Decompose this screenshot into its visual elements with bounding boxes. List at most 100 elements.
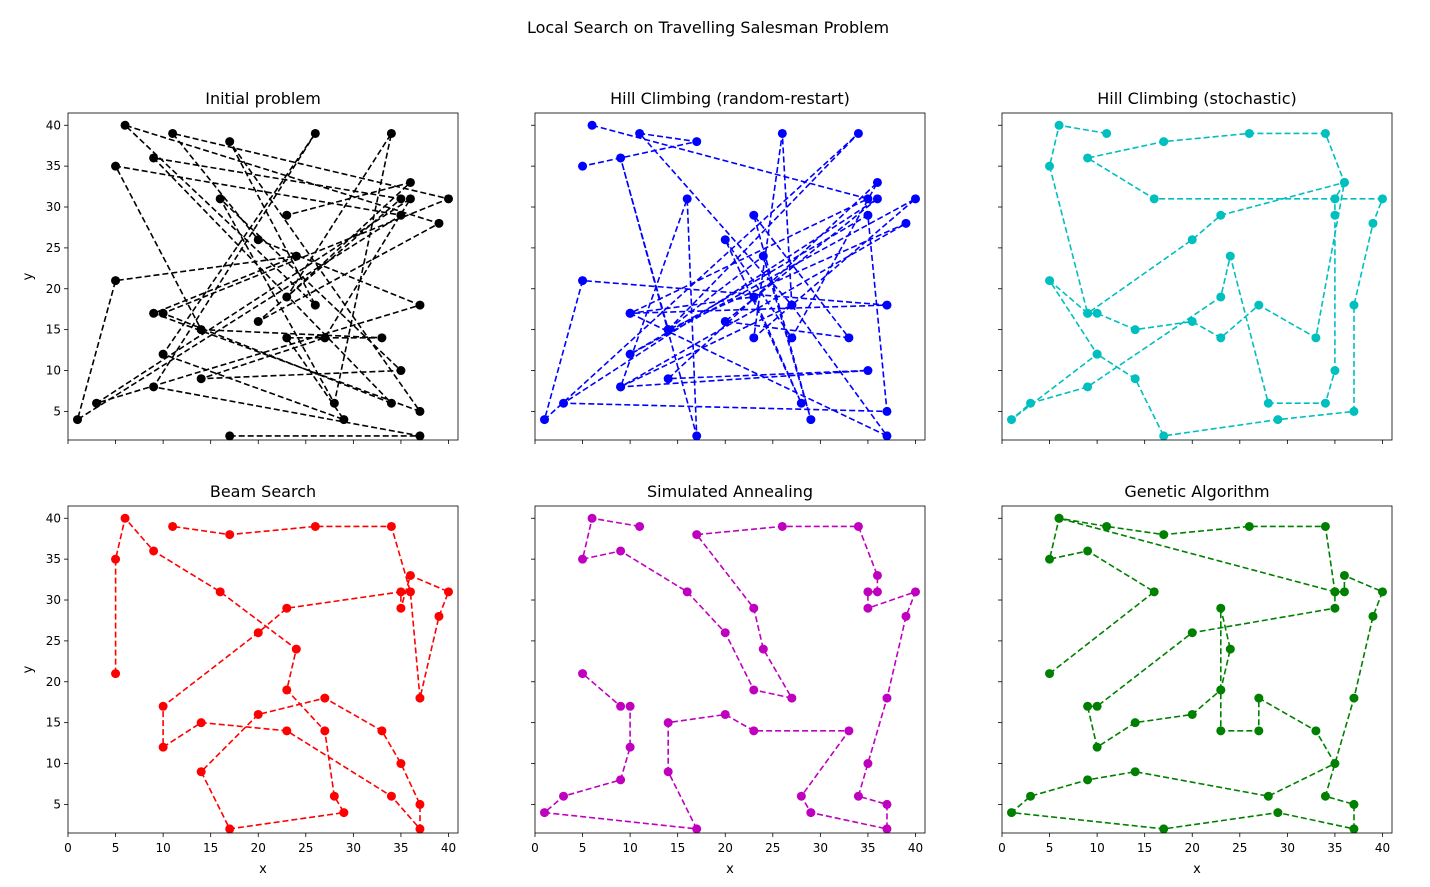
- city-marker: [910, 194, 920, 204]
- city-marker: [92, 398, 102, 408]
- city-marker: [196, 325, 206, 335]
- city-marker: [625, 349, 635, 359]
- city-marker: [329, 398, 339, 408]
- city-marker: [882, 406, 892, 416]
- city-marker: [443, 194, 453, 204]
- city-marker: [1026, 398, 1036, 408]
- axes-frame: [534, 505, 926, 834]
- city-marker: [901, 611, 911, 621]
- city-marker: [1092, 742, 1102, 752]
- city-marker: [1349, 799, 1359, 809]
- city-marker: [1130, 767, 1140, 777]
- figure-suptitle: Local Search on Travelling Salesman Prob…: [527, 18, 889, 37]
- city-marker: [1216, 726, 1226, 736]
- city-marker: [787, 300, 797, 310]
- city-marker: [882, 300, 892, 310]
- city-marker: [149, 382, 159, 392]
- city-marker: [1083, 546, 1093, 556]
- city-marker: [1102, 128, 1112, 138]
- x-tick-label: 25: [765, 841, 780, 855]
- city-marker: [1083, 382, 1093, 392]
- city-marker: [844, 726, 854, 736]
- y-tick-label: 15: [46, 716, 61, 730]
- x-tick-label: 10: [622, 841, 637, 855]
- city-marker: [625, 742, 635, 752]
- city-marker: [415, 431, 425, 441]
- city-marker: [749, 603, 759, 613]
- city-marker: [1225, 251, 1235, 261]
- city-marker: [320, 333, 330, 343]
- x-tick-label: 40: [441, 841, 456, 855]
- city-marker: [749, 333, 759, 343]
- city-marker: [1045, 554, 1055, 564]
- city-marker: [225, 431, 235, 441]
- city-marker: [1320, 521, 1330, 531]
- city-marker: [282, 726, 292, 736]
- city-marker: [396, 210, 406, 220]
- city-marker: [1083, 153, 1093, 163]
- city-marker: [1187, 628, 1197, 638]
- city-marker: [1349, 693, 1359, 703]
- city-marker: [1149, 587, 1159, 597]
- x-tick-label: 40: [908, 841, 923, 855]
- city-marker: [396, 194, 406, 204]
- city-marker: [1339, 177, 1349, 187]
- subplot-title: Simulated Annealing: [647, 482, 813, 501]
- axes-frame: [1001, 112, 1393, 441]
- city-marker: [1216, 603, 1226, 613]
- city-marker: [1026, 791, 1036, 801]
- city-marker: [692, 431, 702, 441]
- subplot-1: Initial problem 5 10 15 20 25 30 35 40 y: [21, 89, 459, 444]
- city-marker: [863, 210, 873, 220]
- city-marker: [386, 398, 396, 408]
- x-tick-label: 20: [718, 841, 733, 855]
- y-tick-label: 10: [46, 364, 61, 378]
- city-marker: [1349, 300, 1359, 310]
- city-marker: [396, 587, 406, 597]
- y-tick-label: 5: [53, 404, 61, 418]
- x-tick-label: 30: [346, 841, 361, 855]
- city-marker: [1092, 701, 1102, 711]
- city-marker: [339, 808, 349, 818]
- tour-line: [114, 516, 450, 832]
- x-tick-label: 5: [579, 841, 587, 855]
- city-marker: [1330, 759, 1340, 769]
- subplot-3: Hill Climbing (stochastic): [998, 89, 1393, 444]
- city-marker: [396, 759, 406, 769]
- city-marker: [1007, 415, 1017, 425]
- city-marker: [111, 669, 121, 679]
- city-marker: [872, 194, 882, 204]
- city-marker: [749, 726, 759, 736]
- city-marker: [1216, 210, 1226, 220]
- city-marker: [1311, 333, 1321, 343]
- city-marker: [1083, 308, 1093, 318]
- city-marker: [559, 791, 569, 801]
- city-marker: [663, 374, 673, 384]
- axes-frame: [1001, 505, 1393, 834]
- city-marker: [1330, 603, 1340, 613]
- city-marker: [749, 685, 759, 695]
- subplot-5: Simulated Annealing 0 5 10 15 20 25 30 35 40 x: [531, 482, 926, 877]
- y-tick-label: 30: [46, 593, 61, 607]
- city-marker: [853, 791, 863, 801]
- subplots: Initial problem 5 10 15 20 25 30 35 40 y Hill Clim…: [21, 89, 1393, 877]
- subplot-2: Hill Climbing (random-restart): [531, 89, 926, 444]
- city-marker: [158, 742, 168, 752]
- x-tick-label: 10: [1089, 841, 1104, 855]
- subplot-4: Beam Search 0 5 10 15 20 25 30 35 40 5 10 15 20 25 30 35…: [21, 482, 459, 877]
- x-tick-label: 35: [393, 841, 408, 855]
- subplot-title: Beam Search: [210, 482, 316, 501]
- city-marker: [196, 374, 206, 384]
- y-tick-label: 40: [46, 118, 61, 132]
- city-marker: [1130, 325, 1140, 335]
- city-marker: [168, 521, 178, 531]
- city-marker: [625, 701, 635, 711]
- x-tick-label: 25: [1232, 841, 1247, 855]
- x-axis-label: x: [1193, 862, 1201, 877]
- city-marker: [1159, 431, 1169, 441]
- x-tick-label: 25: [298, 841, 313, 855]
- city-marker: [434, 611, 444, 621]
- city-marker: [415, 799, 425, 809]
- city-marker: [434, 218, 444, 228]
